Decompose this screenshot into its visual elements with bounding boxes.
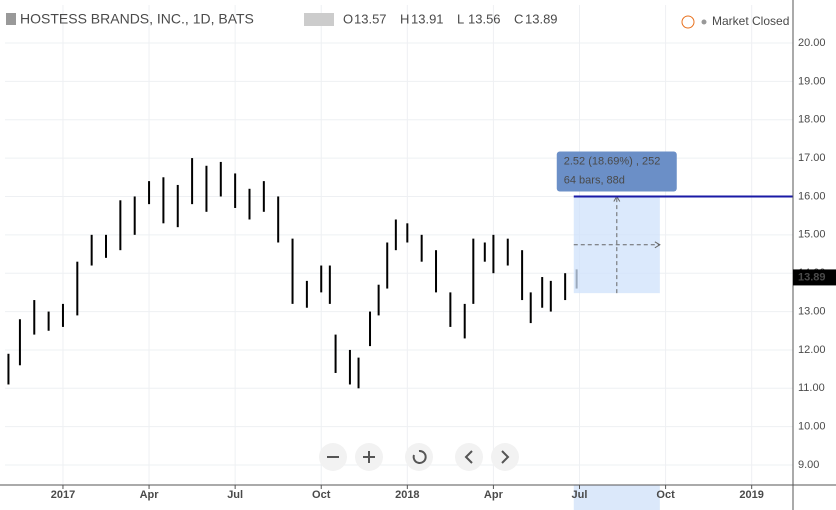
ohlc-value: 13.91 xyxy=(411,11,444,26)
marks: 2.52 (18.69%) , 252 64 bars, 88d xyxy=(7,151,793,389)
last-price-label: 13.89 xyxy=(798,271,826,283)
y-tick-label: 9.00 xyxy=(798,459,819,471)
warning-icon[interactable] xyxy=(681,15,695,29)
y-tick-label: 10.00 xyxy=(798,421,826,433)
icon xyxy=(412,449,427,464)
x-tick-label: Jul xyxy=(572,489,588,501)
y-tick-label: 15.00 xyxy=(798,229,826,241)
grid xyxy=(5,5,793,510)
y-tick-label: 19.00 xyxy=(798,75,826,87)
x-tick-label: Apr xyxy=(140,489,160,501)
nav-buttons xyxy=(319,443,519,471)
x-tick-label: Apr xyxy=(484,489,504,501)
chart-title: HOSTESS BRANDS, INC., 1D, BATS xyxy=(20,11,254,27)
x-tick-label: Oct xyxy=(312,489,331,501)
y-tick-label: 11.00 xyxy=(798,382,825,394)
x-tick-label: Jul xyxy=(227,489,243,501)
ohlc-label: H xyxy=(400,11,409,26)
x-tick-label: 2018 xyxy=(395,489,419,501)
measure-label: 2.52 (18.69%) , 252 xyxy=(564,155,661,167)
x-tick-label: Oct xyxy=(656,489,675,501)
y-tick-label: 16.00 xyxy=(798,190,826,202)
ohlc-label: C xyxy=(514,11,523,26)
settings-icons[interactable] xyxy=(304,13,334,26)
time-range-highlight xyxy=(573,485,660,510)
last-price-box xyxy=(793,269,836,286)
icon xyxy=(501,450,510,464)
ohlc-label: O xyxy=(343,11,353,26)
ohlc-value: 13.89 xyxy=(525,11,558,26)
reset-button[interactable] xyxy=(405,443,433,471)
ohlc-value: 13.56 xyxy=(468,11,501,26)
ohlc-label: L xyxy=(457,11,464,26)
ohlc-value: 13.57 xyxy=(354,11,387,26)
y-tick-label: 18.00 xyxy=(798,114,826,126)
icon xyxy=(464,450,473,464)
measure-label: 64 bars, 88d xyxy=(564,174,625,186)
arrow-head xyxy=(654,241,661,249)
y-tick-label: 12.00 xyxy=(798,344,826,356)
y-tick-label: 13.00 xyxy=(798,305,826,317)
market-status: Market Closed xyxy=(712,14,789,28)
scroll-left-button[interactable] xyxy=(455,443,483,471)
y-tick-label: 17.00 xyxy=(798,152,826,164)
symbol-icon xyxy=(6,13,16,25)
x-tick-label: 2019 xyxy=(739,489,763,501)
scroll-right-button[interactable] xyxy=(491,443,519,471)
x-tick-label: 2017 xyxy=(51,489,75,501)
header: HOSTESS BRANDS, INC., 1D, BATS Market Cl… xyxy=(6,11,789,29)
status-dot xyxy=(701,19,707,25)
measure-label-box xyxy=(556,151,677,192)
icon xyxy=(363,451,375,463)
y-tick-label: 20.00 xyxy=(798,37,826,49)
